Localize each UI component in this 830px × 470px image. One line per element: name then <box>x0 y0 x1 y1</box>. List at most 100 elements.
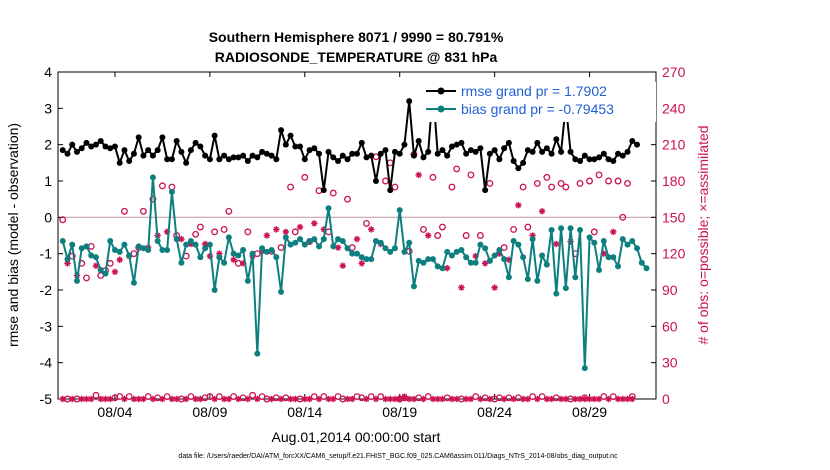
rmse-point <box>126 158 133 165</box>
rmse-point <box>349 150 356 157</box>
obs-assimilated-stroke <box>93 263 99 269</box>
y2-tick-label: 180 <box>662 173 686 189</box>
rmse-point <box>263 150 270 157</box>
obs-assimilated-stroke <box>620 396 626 402</box>
obs-assimilated-stroke <box>273 226 280 233</box>
rmse-point <box>439 147 446 154</box>
rmse-point <box>448 143 455 150</box>
obs-assimilated-marker <box>197 395 204 403</box>
obs-possible-marker <box>434 232 442 239</box>
obs-assimilated-stroke <box>563 396 569 402</box>
rmse-point <box>330 154 337 161</box>
obs-assimilated-stroke <box>525 396 531 402</box>
bias-point <box>577 227 584 234</box>
obs-assimilated-stroke <box>202 241 208 247</box>
obs-assimilated-stroke <box>211 396 218 402</box>
rmse-point <box>278 127 285 134</box>
obs-possible-marker <box>443 394 451 402</box>
legend-bias-label: bias grand pr = -0.79453 <box>461 101 614 117</box>
bias-point <box>130 279 137 286</box>
y2-tick-label: 150 <box>662 209 686 225</box>
bias-point <box>297 236 304 243</box>
bias-point <box>505 274 512 281</box>
obs-assimilated-stroke <box>344 396 351 402</box>
x-tick-label: 08/09 <box>192 404 227 420</box>
obs-assimilated-stroke <box>501 396 507 402</box>
rmse-point <box>463 150 470 157</box>
rmse-point <box>629 138 636 145</box>
bias-point <box>638 259 645 266</box>
obs-assimilated-stroke <box>292 396 299 402</box>
obs-assimilated-marker <box>69 395 76 403</box>
obs-possible-marker <box>386 159 394 167</box>
obs-assimilated-stroke <box>268 396 275 402</box>
obs-assimilated-marker <box>306 395 313 403</box>
rmse-point <box>145 147 152 154</box>
obs-assimilated-stroke <box>610 229 617 235</box>
y-tick-label: -3 <box>40 318 53 334</box>
obs-assimilated-marker <box>424 232 432 239</box>
y2-tick-label: 210 <box>662 137 686 153</box>
obs-assimilated-marker <box>173 395 180 403</box>
obs-assimilated-stroke <box>401 393 408 400</box>
rmse-point <box>216 156 223 163</box>
obs-assimilated-stroke <box>107 396 113 402</box>
obs-assimilated-marker <box>429 395 437 403</box>
rmse-point <box>135 134 142 141</box>
rmse-point <box>477 145 484 152</box>
bias-point <box>467 259 474 266</box>
rmse-point <box>586 156 593 163</box>
bias-point <box>396 207 403 214</box>
obs-assimilated-stroke <box>183 396 189 402</box>
obs-possible-marker <box>462 232 470 239</box>
bias-point <box>97 267 104 274</box>
bias-point <box>496 247 503 254</box>
obs-assimilated-marker <box>273 226 280 233</box>
rmse-point <box>615 150 622 157</box>
obs-assimilated-stroke <box>615 396 621 402</box>
obs-assimilated-marker <box>211 395 218 403</box>
obs-possible-marker <box>619 213 627 221</box>
obs-assimilated-stroke <box>582 396 588 402</box>
obs-assimilated-stroke <box>406 396 412 402</box>
bias-point <box>453 248 460 255</box>
obs-assimilated-marker <box>254 395 261 403</box>
bias-point <box>88 252 95 259</box>
y-tick-label: 0 <box>44 209 52 225</box>
obs-assimilated-stroke <box>439 396 446 402</box>
obs-possible-marker <box>481 394 489 402</box>
bias-point <box>391 245 398 252</box>
obs-assimilated-marker <box>396 395 403 403</box>
obs-assimilated-marker <box>548 395 555 403</box>
bias-point <box>643 265 650 272</box>
obs-assimilated-stroke <box>78 396 85 402</box>
bias-point <box>472 259 479 266</box>
rmse-point <box>577 158 584 165</box>
obs-assimilated-stroke <box>411 396 417 402</box>
rmse-point <box>591 156 598 163</box>
rmse-point <box>211 132 218 139</box>
rmse-point <box>206 156 213 163</box>
rmse-point <box>467 147 474 154</box>
bias-point <box>415 257 422 264</box>
obs-assimilated-marker <box>595 395 603 403</box>
obs-assimilated-marker <box>282 228 290 236</box>
rmse-point <box>306 147 313 154</box>
rmse-point <box>287 132 294 139</box>
obs-assimilated-stroke <box>83 396 90 402</box>
obs-assimilated-stroke <box>548 396 555 402</box>
obs-assimilated-stroke <box>624 396 631 402</box>
obs-possible-marker <box>149 195 157 203</box>
bias-point <box>539 252 546 259</box>
obs-possible-marker <box>576 179 584 187</box>
bias-point <box>501 256 508 263</box>
bias-point <box>605 254 612 261</box>
obs-possible-marker <box>211 228 219 236</box>
bias-point <box>235 252 242 259</box>
bias-point <box>183 241 190 248</box>
rmse-point <box>335 158 342 165</box>
obs-assimilated-stroke <box>468 396 474 402</box>
bias-point <box>444 248 451 255</box>
rmse-point <box>187 147 194 154</box>
rmse-point <box>273 156 280 163</box>
